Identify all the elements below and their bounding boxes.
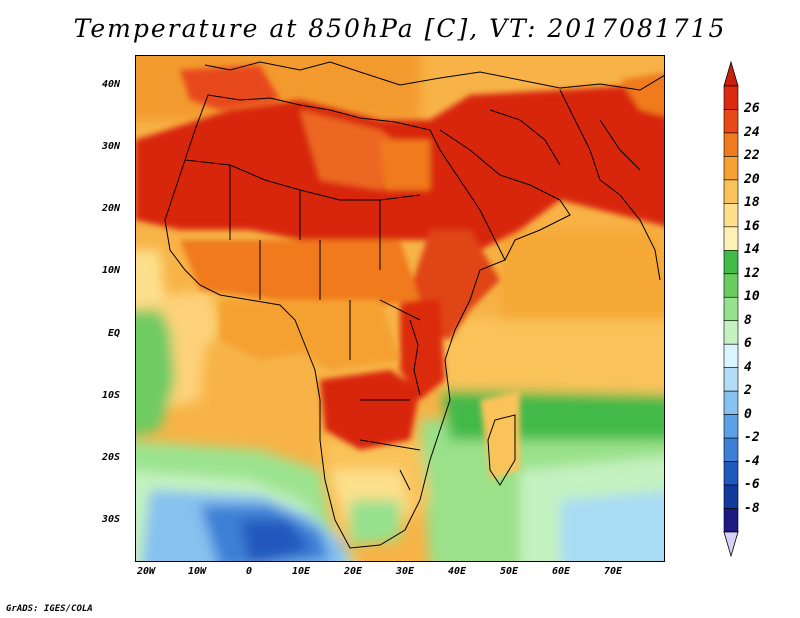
- colorbar: [723, 60, 739, 558]
- colorbar-label: 2: [744, 383, 752, 399]
- colorbar-swatch: [723, 484, 739, 509]
- colorbar-label: 16: [744, 218, 760, 234]
- colorbar-label: -8: [744, 500, 760, 516]
- lat-tick-10n: 10N: [101, 265, 120, 276]
- map-frame: [135, 55, 665, 562]
- colorbar-swatch: [723, 508, 739, 533]
- credit-text: GrADS: IGES/COLA: [6, 604, 93, 614]
- colorbar-swatch: [723, 390, 739, 415]
- colorbar-label: 22: [744, 148, 760, 164]
- lon-tick-30e: 30E: [395, 566, 415, 577]
- colorbar-label: 10: [744, 289, 760, 305]
- lon-tick-50e: 50E: [499, 566, 519, 577]
- colorbar-label: 26: [744, 101, 760, 117]
- colorbar-top-arrow: [723, 60, 739, 87]
- colorbar-swatch: [723, 320, 739, 345]
- lat-tick-20n: 20N: [101, 203, 120, 214]
- lon-tick-20e: 20E: [343, 566, 363, 577]
- colorbar-swatch: [723, 296, 739, 322]
- colorbar-swatch: [723, 156, 739, 181]
- lat-tick-30s: 30S: [101, 514, 120, 525]
- colorbar-label: -6: [744, 477, 760, 493]
- colorbar-label: 4: [744, 359, 752, 375]
- colorbar-swatch: [723, 132, 739, 157]
- colorbar-label: -2: [744, 430, 760, 446]
- colorbar-label: 14: [744, 242, 760, 258]
- colorbar-swatch: [723, 203, 739, 228]
- lon-tick-20w: 20W: [136, 566, 156, 577]
- colorbar-swatch: [723, 226, 739, 251]
- colorbar-swatch: [723, 367, 739, 392]
- colorbar-label: 6: [744, 336, 752, 352]
- colorbar-swatch: [723, 343, 739, 368]
- lon-tick-0: 0: [245, 566, 253, 577]
- colorbar-label: 24: [744, 124, 760, 140]
- lat-tick-30n: 30N: [101, 141, 120, 152]
- lat-tick-20s: 20S: [101, 452, 120, 463]
- lat-tick-10s: 10S: [101, 390, 120, 401]
- colorbar-swatch: [723, 250, 739, 275]
- lon-tick-60e: 60E: [551, 566, 571, 577]
- lon-tick-40e: 40E: [447, 566, 467, 577]
- colorbar-label: 18: [744, 195, 760, 211]
- colorbar-label: -4: [744, 453, 760, 469]
- colorbar-swatch: [723, 461, 739, 486]
- colorbar-bottom-arrow: [723, 531, 739, 558]
- lon-tick-70e: 70E: [603, 566, 623, 577]
- colorbar-label: 0: [744, 406, 752, 422]
- lat-tick-eq: EQ: [107, 328, 120, 339]
- colorbar-label: 8: [744, 312, 752, 328]
- lon-tick-10e: 10E: [291, 566, 311, 577]
- temperature-field: [135, 55, 665, 562]
- lon-tick-10w: 10W: [187, 566, 207, 577]
- colorbar-swatch: [723, 109, 739, 134]
- colorbar-swatch: [723, 437, 739, 462]
- coastlines: [164, 61, 665, 549]
- colorbar-swatch: [723, 85, 739, 110]
- colorbar-label: 12: [744, 265, 760, 281]
- lat-tick-40n: 40N: [101, 79, 120, 90]
- colorbar-label: 20: [744, 171, 760, 187]
- colorbar-swatch: [723, 273, 739, 298]
- map-title: Temperature at 850hPa [C], VT: 201708171…: [73, 14, 727, 43]
- colorbar-swatch: [723, 414, 739, 439]
- colorbar-swatch: [723, 179, 739, 204]
